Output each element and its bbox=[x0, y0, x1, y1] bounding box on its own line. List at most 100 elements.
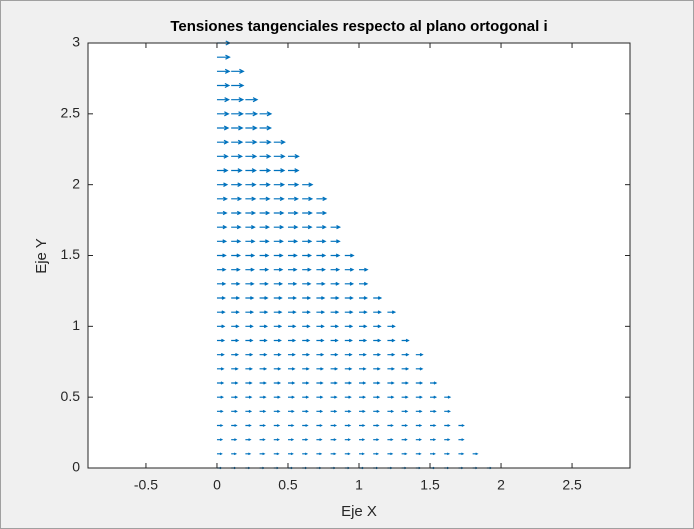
arrow bbox=[245, 424, 252, 427]
arrow bbox=[401, 367, 410, 371]
arrow bbox=[287, 438, 295, 442]
arrow bbox=[316, 424, 323, 427]
arrow bbox=[231, 267, 241, 272]
arrow bbox=[245, 367, 253, 371]
arrow bbox=[259, 409, 267, 413]
arrow bbox=[387, 310, 397, 314]
arrow bbox=[287, 196, 299, 202]
arrow bbox=[259, 267, 270, 272]
arrow bbox=[273, 324, 283, 329]
arrow bbox=[231, 210, 242, 216]
arrow bbox=[273, 153, 286, 159]
arrow bbox=[415, 424, 423, 427]
arrow bbox=[245, 296, 255, 300]
arrow bbox=[273, 281, 284, 286]
arrow bbox=[373, 438, 380, 442]
arrow bbox=[302, 338, 311, 343]
arrow bbox=[387, 338, 396, 343]
arrow bbox=[216, 139, 230, 145]
arrow bbox=[273, 395, 281, 399]
arrow bbox=[245, 324, 254, 329]
arrow bbox=[231, 438, 238, 442]
arrow bbox=[273, 296, 283, 300]
arrow bbox=[216, 182, 229, 187]
arrow bbox=[231, 97, 245, 103]
arrow bbox=[344, 367, 353, 371]
arrow bbox=[415, 352, 424, 357]
y-axis-label: Eje Y bbox=[33, 238, 50, 274]
arrow bbox=[444, 409, 451, 413]
arrow bbox=[259, 367, 268, 371]
arrow bbox=[216, 409, 224, 413]
arrow bbox=[287, 296, 297, 300]
arrow bbox=[302, 281, 312, 286]
arrow bbox=[216, 111, 230, 117]
arrow bbox=[216, 395, 224, 399]
arrow bbox=[259, 139, 272, 145]
arrow bbox=[216, 125, 230, 131]
arrow bbox=[302, 367, 310, 371]
arrow bbox=[216, 424, 224, 427]
arrow bbox=[216, 338, 226, 343]
arrow bbox=[373, 395, 381, 399]
arrow bbox=[430, 381, 438, 385]
arrow bbox=[316, 338, 325, 343]
arrow bbox=[344, 424, 352, 427]
arrow bbox=[245, 438, 252, 442]
arrow bbox=[387, 352, 396, 357]
arrow bbox=[401, 452, 408, 456]
y-tick-label: 1.5 bbox=[61, 246, 81, 262]
y-tick-label: 1 bbox=[72, 317, 80, 333]
arrow bbox=[273, 196, 285, 202]
arrow bbox=[458, 452, 465, 456]
arrow bbox=[302, 182, 314, 187]
arrow bbox=[330, 267, 341, 272]
arrow bbox=[259, 196, 271, 202]
arrow bbox=[287, 367, 296, 371]
arrow bbox=[287, 324, 297, 329]
arrow bbox=[273, 139, 286, 145]
arrow bbox=[302, 253, 313, 258]
arrow bbox=[344, 324, 354, 329]
arrow bbox=[287, 381, 296, 385]
arrow bbox=[216, 168, 229, 173]
arrow bbox=[359, 296, 369, 300]
arrow bbox=[273, 239, 284, 244]
arrow bbox=[316, 239, 327, 244]
arrow bbox=[302, 409, 309, 413]
arrow bbox=[259, 310, 269, 314]
arrow bbox=[330, 225, 342, 230]
arrow bbox=[216, 367, 225, 371]
arrow bbox=[231, 281, 241, 286]
arrow bbox=[287, 239, 299, 244]
arrow bbox=[273, 409, 281, 413]
arrow bbox=[373, 409, 380, 413]
arrow bbox=[472, 452, 479, 456]
arrow bbox=[245, 125, 258, 131]
arrow bbox=[302, 438, 309, 442]
arrow bbox=[373, 324, 382, 329]
arrow bbox=[231, 324, 240, 329]
arrow bbox=[373, 352, 382, 357]
plot-area bbox=[88, 43, 630, 468]
arrow bbox=[415, 367, 424, 371]
arrow bbox=[231, 296, 241, 300]
arrow bbox=[273, 225, 285, 230]
arrow bbox=[302, 381, 310, 385]
arrow bbox=[287, 452, 294, 456]
arrow bbox=[430, 452, 436, 456]
arrow bbox=[273, 338, 282, 343]
arrow bbox=[216, 82, 231, 89]
arrow bbox=[216, 281, 227, 286]
arrow bbox=[245, 139, 258, 145]
arrow bbox=[259, 125, 272, 131]
arrow bbox=[387, 424, 394, 427]
arrow bbox=[287, 153, 300, 159]
arrow bbox=[316, 452, 323, 456]
arrow bbox=[245, 310, 255, 314]
arrow bbox=[373, 310, 382, 314]
arrow bbox=[259, 253, 270, 258]
arrow bbox=[330, 338, 339, 343]
arrow bbox=[330, 381, 338, 385]
